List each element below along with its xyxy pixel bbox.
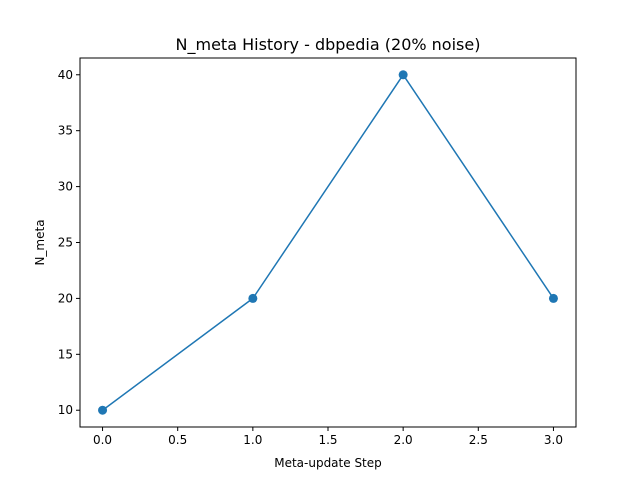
x-tick-label: 0.5 [168, 433, 187, 447]
data-point [548, 293, 558, 303]
x-axis-label: Meta-update Step [274, 456, 382, 470]
x-axis-ticks: 0.0 0.5 1.0 1.5 2.0 2.5 3.0 [93, 427, 563, 447]
x-tick-label: 1.0 [243, 433, 262, 447]
chart-title: N_meta History - dbpedia (20% noise) [176, 35, 481, 55]
data-point [248, 293, 258, 303]
x-tick-label: 2.5 [469, 433, 488, 447]
data-point [98, 405, 108, 415]
x-tick-label: 0.0 [93, 433, 112, 447]
y-axis-ticks: 10 15 20 25 30 35 40 [58, 68, 80, 417]
y-tick-label: 15 [58, 347, 73, 361]
x-tick-label: 1.5 [318, 433, 337, 447]
y-tick-label: 30 [58, 180, 73, 194]
y-tick-label: 40 [58, 68, 73, 82]
data-point [398, 70, 408, 80]
x-tick-label: 2.0 [394, 433, 413, 447]
y-tick-label: 10 [58, 403, 73, 417]
series-line [102, 74, 555, 411]
y-tick-label: 25 [58, 236, 73, 250]
y-tick-label: 35 [58, 124, 73, 138]
x-tick-label: 3.0 [544, 433, 563, 447]
y-axis-label: N_meta [33, 219, 47, 265]
plot-area [98, 70, 558, 415]
y-tick-label: 20 [58, 291, 73, 305]
